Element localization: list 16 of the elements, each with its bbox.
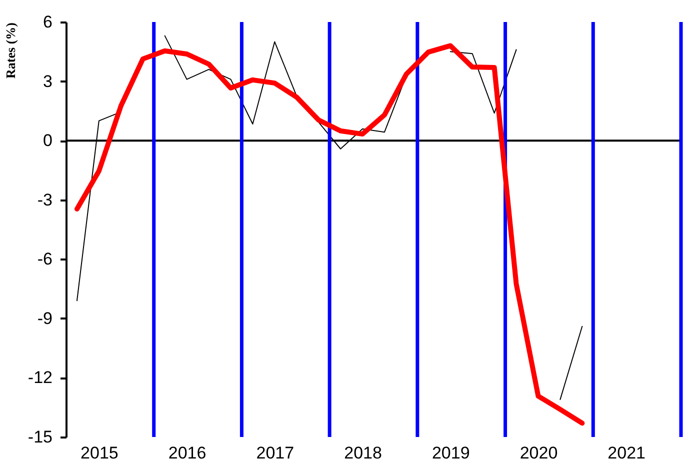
x-tick-label: 2016 [168, 444, 206, 462]
y-tick-label: -15 [28, 428, 52, 446]
x-tick-label: 2017 [256, 444, 294, 462]
x-tick-label: 2018 [344, 444, 382, 462]
y-tick-label: -3 [37, 190, 52, 210]
y-tick-label: 3 [43, 72, 52, 91]
y-tick-label: -12 [28, 368, 52, 388]
y-axis-title: Rates (%) [2, 22, 18, 78]
x-tick-label: 2019 [432, 444, 470, 462]
x-tick-label: 2015 [80, 444, 118, 462]
y-tick-label: -9 [37, 308, 52, 328]
y-tick-label: 6 [43, 12, 52, 32]
x-tick-label: 2021 [608, 444, 646, 462]
y-tick-label: -6 [37, 250, 52, 269]
y-tick-label: 0 [43, 131, 52, 150]
x-tick-label: 2020 [520, 444, 558, 462]
